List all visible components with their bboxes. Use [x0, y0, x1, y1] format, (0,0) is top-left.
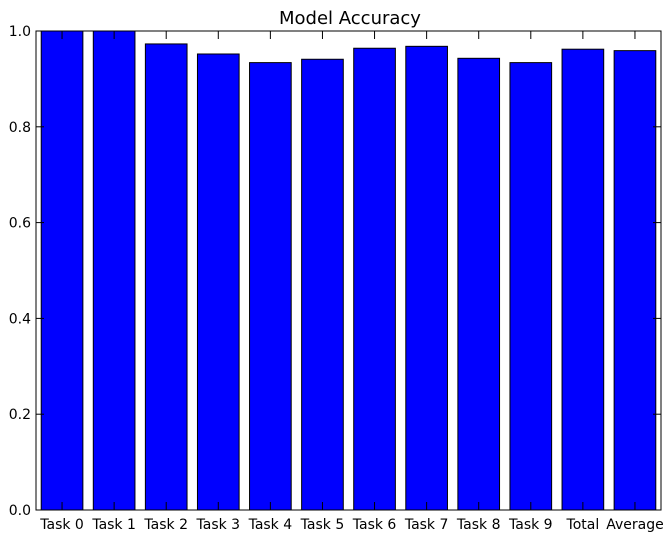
bar-task-8 [457, 57, 501, 511]
y-tick-label: 0.0 [9, 503, 31, 519]
x-tick-label: Task 5 [300, 517, 345, 533]
x-tick-label: Average [606, 517, 664, 533]
x-tick-label: Task 8 [456, 517, 501, 533]
chart-title: Model Accuracy [279, 8, 421, 29]
x-tick-label: Total [566, 517, 600, 533]
bar-task-0 [40, 30, 84, 511]
y-tick-label: 0.4 [9, 311, 31, 327]
axis-labels: 0.0 0.2 0.4 0.6 0.8 1.0 Task 0 Task 1 Task 2 Task… [9, 24, 664, 533]
bar-total [561, 48, 605, 511]
x-tick-label: Task 6 [352, 517, 397, 533]
bar-task-9 [509, 62, 553, 511]
y-tick-label: 1.0 [9, 24, 31, 40]
bar-task-1 [92, 30, 136, 511]
bar-task-6 [353, 47, 396, 511]
y-tick-label: 0.6 [9, 216, 31, 232]
bar-task-7 [405, 45, 448, 511]
bars-layer [40, 30, 657, 511]
y-tick-label: 0.8 [9, 120, 31, 136]
x-tick-label: Task 0 [39, 517, 84, 533]
x-tick-label: Task 7 [404, 517, 449, 533]
x-tick-label: Task 9 [508, 517, 553, 533]
x-tick-label: Task 4 [248, 517, 293, 533]
bar-task-4 [249, 62, 292, 511]
bar-task-2 [144, 43, 188, 511]
plot-frame [35, 30, 662, 511]
y-tick-label: 0.2 [9, 407, 31, 423]
x-tick-label: Task 3 [196, 517, 241, 533]
x-tick-label: Task 1 [91, 517, 136, 533]
bar-task-3 [196, 53, 240, 511]
bar-task-5 [301, 58, 344, 511]
x-tick-label: Task 2 [143, 517, 188, 533]
bar-average [613, 50, 657, 511]
